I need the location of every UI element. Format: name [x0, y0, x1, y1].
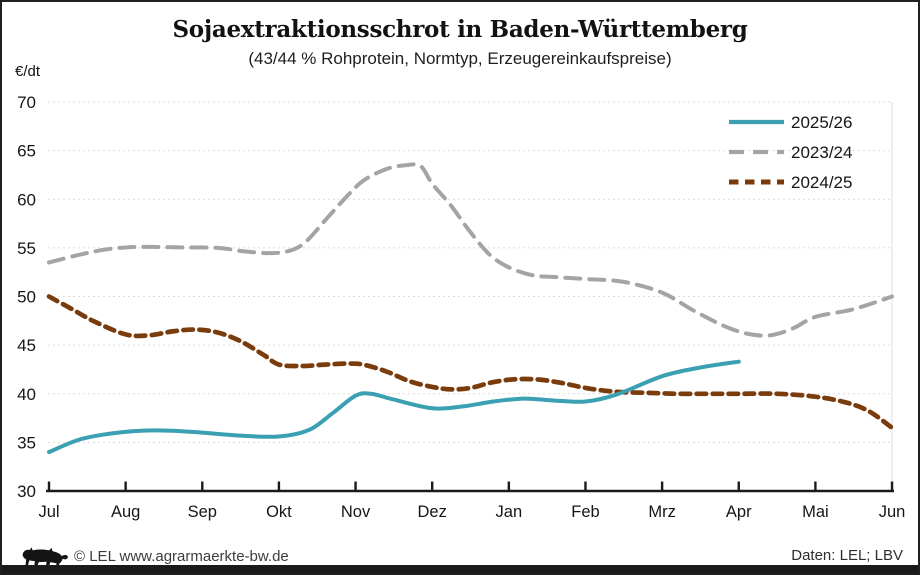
- x-axis-tick-label: Mrz: [648, 503, 676, 521]
- y-axis-tick-label: 70: [17, 93, 36, 112]
- y-axis-tick-label: 55: [17, 239, 36, 258]
- chart-subtitle: (43/44 % Rohprotein, Normtyp, Erzeugerei…: [248, 49, 672, 68]
- x-axis-tick-label: Jun: [879, 503, 906, 521]
- copyright-text: © LEL www.agrarmaerkte-bw.de: [74, 548, 289, 565]
- bottom-bar: [2, 565, 918, 573]
- x-axis-tick-label: Sep: [188, 503, 217, 521]
- y-axis-tick-label: 65: [17, 142, 36, 161]
- x-axis-tick-label: Aug: [111, 503, 140, 521]
- x-axis-tick-label: Jan: [496, 503, 523, 521]
- x-axis-tick-label: Apr: [726, 503, 752, 521]
- y-axis-tick-label: 35: [17, 433, 36, 452]
- x-axis-tick-label: Mai: [802, 503, 829, 521]
- x-axis-tick-label: Jul: [38, 503, 59, 521]
- y-axis-tick-label: 40: [17, 385, 36, 404]
- series-line-2024-25: [46, 294, 895, 431]
- legend-label-2024-25: 2024/25: [791, 173, 852, 192]
- x-axis-tick-label: Nov: [341, 503, 371, 521]
- chart-title: Sojaextraktionsschrot in Baden-Württembe…: [172, 16, 748, 43]
- series-line-2025-26: [47, 359, 741, 455]
- y-axis-tick-label: 60: [17, 190, 36, 209]
- data-source-text: Daten: LEL; LBV: [791, 547, 903, 564]
- legend-label-2025-26: 2025/26: [791, 113, 852, 132]
- legend-label-2023-24: 2023/24: [791, 143, 852, 162]
- x-axis-tick-label: Dez: [418, 503, 447, 521]
- y-axis-tick-label: 30: [17, 482, 36, 501]
- y-axis-unit-label: €/dt: [15, 63, 41, 80]
- x-axis-tick-label: Feb: [571, 503, 599, 521]
- series-line-2023-24: [47, 162, 894, 338]
- y-axis-tick-label: 50: [17, 288, 36, 307]
- bw-lion-logo-icon: [22, 547, 68, 568]
- y-axis-tick-label: 45: [17, 336, 36, 355]
- x-axis-tick-label: Okt: [266, 503, 292, 521]
